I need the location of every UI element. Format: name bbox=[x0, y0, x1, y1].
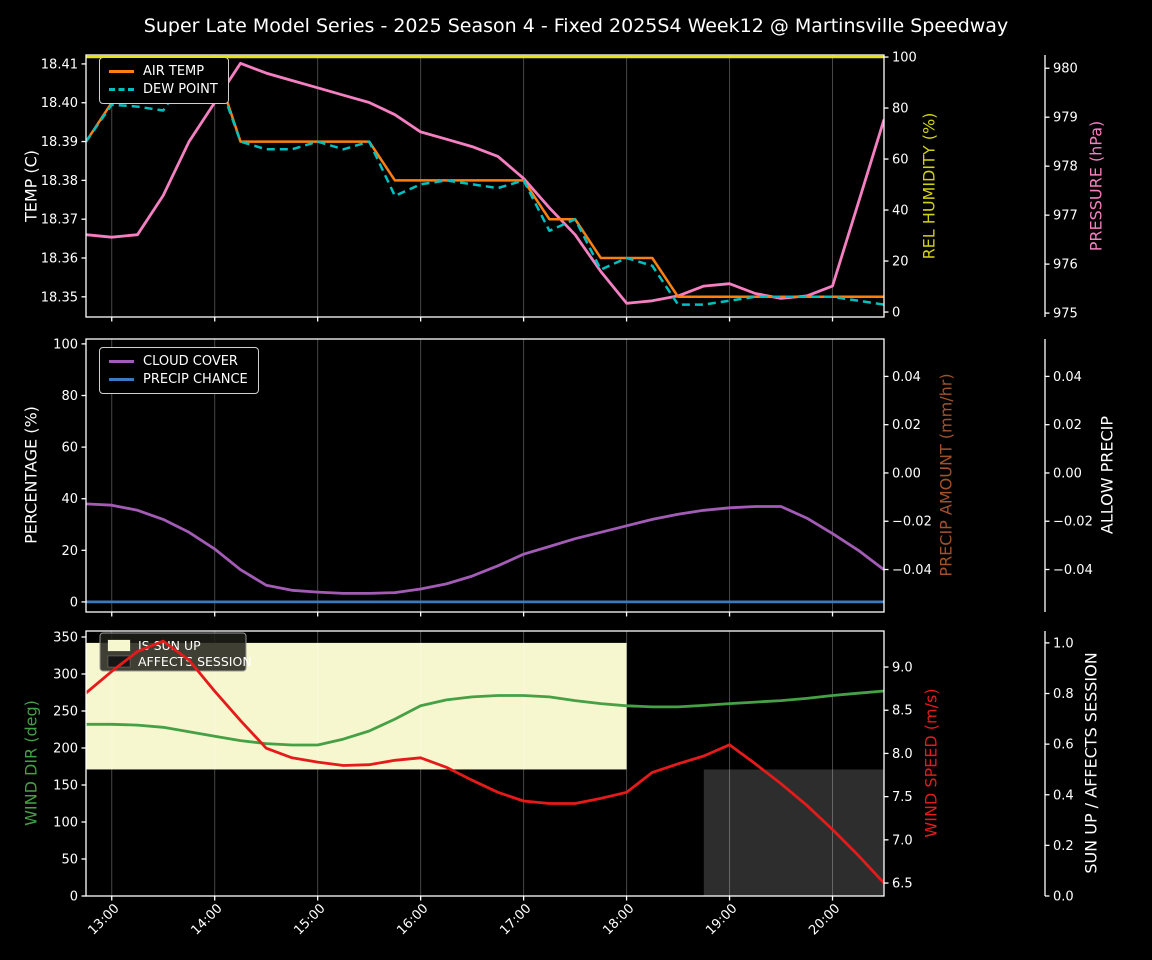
svg-text:6.5: 6.5 bbox=[892, 877, 913, 892]
wind-legend bbox=[99, 632, 247, 672]
precip-amount-axis-label: PRECIP AMOUNT (mm/hr) bbox=[936, 373, 956, 577]
svg-text:8.5: 8.5 bbox=[892, 704, 913, 719]
svg-text:0: 0 bbox=[70, 595, 78, 610]
legend-item: AIR TEMP bbox=[109, 64, 218, 79]
sun-up-axis-label: SUN UP / AFFECTS SESSION bbox=[1081, 652, 1101, 874]
svg-text:80: 80 bbox=[892, 102, 909, 117]
pressure-axis-label: PRESSURE (hPa) bbox=[1086, 120, 1106, 252]
cloud-cover-line bbox=[86, 502, 884, 595]
svg-text:979: 979 bbox=[1053, 111, 1078, 126]
svg-text:18.41: 18.41 bbox=[41, 57, 78, 72]
wind-dir-line bbox=[86, 689, 884, 747]
svg-text:975: 975 bbox=[1053, 307, 1078, 322]
legend-swatch-patch bbox=[107, 639, 131, 652]
svg-text:0: 0 bbox=[70, 890, 78, 905]
wind-speed-line bbox=[86, 639, 884, 884]
svg-text:976: 976 bbox=[1053, 258, 1078, 273]
svg-text:20: 20 bbox=[61, 544, 78, 559]
x-tick-label: 17:00 bbox=[497, 901, 534, 938]
svg-text:7.5: 7.5 bbox=[892, 790, 913, 805]
legend-item: PRECIP CHANCE bbox=[109, 372, 248, 387]
svg-text:100: 100 bbox=[53, 337, 78, 352]
wind-speed-axis-label: WIND SPEED (m/s) bbox=[921, 688, 941, 838]
svg-text:−0.02: −0.02 bbox=[892, 515, 932, 530]
svg-text:0.02: 0.02 bbox=[1053, 418, 1082, 433]
svg-text:50: 50 bbox=[61, 852, 78, 867]
svg-text:18.35: 18.35 bbox=[41, 290, 78, 305]
legend-item: AFFECTS SESSION bbox=[138, 654, 252, 669]
chart-title: Super Late Model Series - 2025 Season 4 … bbox=[143, 15, 1009, 37]
svg-text:80: 80 bbox=[61, 389, 78, 404]
dew-point-line bbox=[86, 68, 884, 306]
svg-text:1.0: 1.0 bbox=[1053, 636, 1074, 651]
rel-humidity-axis-label: REL HUMIDITY (%) bbox=[919, 112, 939, 260]
x-tick-label: 16:00 bbox=[394, 901, 431, 938]
svg-text:7.0: 7.0 bbox=[892, 833, 913, 848]
precipitation-panel: 0 20 40 60 80 100 0.04 0.02 0.00 −0.02 −0.04 0.04 0.… bbox=[53, 337, 1093, 617]
svg-text:0.00: 0.00 bbox=[1053, 466, 1082, 481]
svg-text:18.36: 18.36 bbox=[41, 252, 78, 267]
x-tick-label: 18:00 bbox=[600, 901, 637, 938]
legend-item: DEW POINT bbox=[109, 82, 218, 97]
svg-text:0.0: 0.0 bbox=[1053, 890, 1074, 905]
svg-text:60: 60 bbox=[61, 441, 78, 456]
svg-text:0.02: 0.02 bbox=[892, 418, 921, 433]
svg-text:20: 20 bbox=[892, 255, 909, 270]
svg-text:18.37: 18.37 bbox=[41, 213, 78, 228]
legend-swatch-line bbox=[109, 378, 134, 381]
precipitation-legend: CLOUD COVER PRECIP CHANCE bbox=[99, 347, 259, 394]
svg-text:9.0: 9.0 bbox=[892, 661, 913, 676]
svg-text:100: 100 bbox=[892, 51, 917, 66]
svg-text:60: 60 bbox=[892, 153, 909, 168]
legend-swatch-line bbox=[109, 360, 134, 363]
svg-text:40: 40 bbox=[61, 492, 78, 507]
legend-item: CLOUD COVER bbox=[109, 354, 248, 369]
svg-text:−0.02: −0.02 bbox=[1053, 515, 1093, 530]
wind-dir-axis-label: WIND DIR (deg) bbox=[21, 700, 41, 826]
svg-text:200: 200 bbox=[53, 741, 78, 756]
svg-text:0: 0 bbox=[892, 306, 900, 321]
svg-text:977: 977 bbox=[1053, 209, 1078, 224]
svg-text:−0.04: −0.04 bbox=[1053, 563, 1093, 578]
svg-text:0.4: 0.4 bbox=[1053, 788, 1074, 803]
svg-text:18.40: 18.40 bbox=[41, 96, 78, 111]
svg-text:100: 100 bbox=[53, 815, 78, 830]
svg-text:980: 980 bbox=[1053, 62, 1078, 77]
temp-axis-label: TEMP (C) bbox=[21, 149, 41, 223]
svg-text:0.8: 0.8 bbox=[1053, 687, 1074, 702]
svg-text:0.2: 0.2 bbox=[1053, 839, 1074, 854]
legend-swatch-line bbox=[109, 70, 134, 73]
percentage-axis-label: PERCENTAGE (%) bbox=[21, 406, 41, 544]
svg-text:40: 40 bbox=[892, 204, 909, 219]
x-tick-label: 15:00 bbox=[291, 901, 328, 938]
svg-text:0.04: 0.04 bbox=[892, 370, 921, 385]
affects-session-band bbox=[703, 769, 884, 896]
legend-swatch-line-dashed bbox=[109, 88, 134, 91]
svg-text:350: 350 bbox=[53, 630, 78, 645]
svg-text:0.04: 0.04 bbox=[1053, 370, 1082, 385]
svg-text:978: 978 bbox=[1053, 160, 1078, 175]
svg-text:8.0: 8.0 bbox=[892, 747, 913, 762]
x-tick-label: 19:00 bbox=[703, 901, 740, 938]
x-tick-label: 20:00 bbox=[806, 901, 843, 938]
svg-text:0.00: 0.00 bbox=[892, 466, 921, 481]
svg-text:150: 150 bbox=[53, 778, 78, 793]
svg-text:0.6: 0.6 bbox=[1053, 738, 1074, 753]
x-tick-label: 13:00 bbox=[85, 901, 122, 938]
x-tick-label: 14:00 bbox=[188, 901, 225, 938]
svg-text:18.38: 18.38 bbox=[41, 174, 78, 189]
svg-text:18.39: 18.39 bbox=[41, 135, 78, 150]
svg-text:250: 250 bbox=[53, 704, 78, 719]
svg-text:−0.04: −0.04 bbox=[892, 563, 932, 578]
temperature-legend: AIR TEMP DEW POINT bbox=[99, 57, 229, 104]
allow-precip-axis-label: ALLOW PRECIP bbox=[1097, 415, 1117, 535]
svg-text:300: 300 bbox=[53, 667, 78, 682]
